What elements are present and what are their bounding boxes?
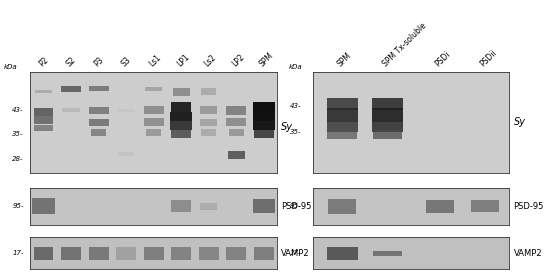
Bar (372, 108, 403, 122)
Text: PSDi: PSDi (434, 50, 453, 69)
Text: kDa: kDa (4, 64, 17, 70)
Bar (201, 88, 216, 95)
Bar (229, 129, 244, 136)
Text: S3: S3 (120, 55, 133, 69)
Bar (373, 251, 402, 256)
Bar (426, 200, 454, 213)
Text: 35-: 35- (12, 131, 24, 137)
Text: kDa: kDa (288, 64, 302, 70)
Bar (171, 247, 191, 259)
Bar (35, 91, 52, 93)
Text: PSD-95: PSD-95 (514, 202, 544, 211)
Bar (144, 106, 164, 114)
Bar (118, 108, 135, 112)
Bar (34, 116, 53, 124)
Bar (226, 247, 246, 259)
Bar (116, 247, 136, 259)
Text: 17-: 17- (289, 250, 301, 256)
Bar (226, 118, 246, 126)
Text: SPM Tx-soluble: SPM Tx-soluble (381, 22, 428, 69)
Bar (61, 247, 81, 259)
Bar (144, 247, 164, 259)
Bar (472, 200, 499, 213)
Bar (372, 98, 403, 110)
Bar (200, 106, 218, 114)
Bar (201, 129, 216, 136)
Bar (170, 121, 193, 130)
Text: S2: S2 (65, 56, 78, 69)
Bar (33, 198, 54, 214)
Text: P3: P3 (92, 56, 106, 69)
Bar (199, 247, 219, 259)
Bar (145, 87, 162, 91)
Bar (89, 119, 108, 126)
Text: PSD-95: PSD-95 (281, 202, 312, 211)
Bar (89, 107, 108, 113)
Text: SPM: SPM (336, 51, 354, 69)
Bar (200, 119, 218, 126)
Text: 28-: 28- (12, 156, 24, 162)
Bar (252, 199, 275, 213)
Text: PSDii: PSDii (479, 48, 499, 69)
Text: VAMP2: VAMP2 (514, 249, 542, 258)
Bar (172, 88, 190, 96)
Text: 17-: 17- (12, 250, 24, 256)
Text: VAMP2: VAMP2 (281, 249, 310, 258)
Bar (146, 129, 161, 136)
Bar (326, 108, 358, 122)
Bar (254, 247, 274, 259)
Bar (372, 118, 403, 132)
Bar (171, 102, 191, 112)
Bar (252, 102, 275, 112)
Bar (226, 105, 246, 115)
Bar (144, 118, 164, 126)
Bar (326, 98, 358, 110)
Text: Sy: Sy (281, 122, 293, 132)
Bar (34, 247, 53, 259)
Text: Ls2: Ls2 (202, 53, 218, 69)
Bar (252, 121, 275, 130)
Bar (171, 200, 191, 212)
Text: Sy: Sy (514, 117, 526, 127)
Bar (61, 86, 81, 92)
Bar (63, 108, 80, 112)
Bar (373, 129, 402, 139)
Bar (329, 199, 356, 214)
Bar (34, 108, 53, 116)
Bar (327, 129, 357, 139)
Bar (89, 247, 108, 259)
Text: Ls1: Ls1 (147, 53, 163, 69)
Bar (326, 246, 358, 260)
Bar (171, 130, 191, 138)
Text: P2: P2 (37, 56, 50, 69)
Bar (91, 129, 106, 136)
Bar (254, 130, 274, 138)
Bar (119, 152, 134, 156)
Text: 43-: 43- (12, 107, 24, 113)
Text: 43-: 43- (289, 103, 301, 109)
Text: 95-: 95- (289, 203, 301, 209)
Bar (170, 112, 193, 121)
Text: 35-: 35- (289, 129, 301, 135)
Bar (326, 118, 358, 132)
Bar (89, 86, 108, 91)
Text: SPM: SPM (257, 51, 275, 69)
Text: LP1: LP1 (175, 53, 191, 69)
Bar (200, 203, 218, 210)
Text: LP2: LP2 (230, 53, 246, 69)
Bar (227, 151, 245, 160)
Bar (34, 125, 53, 131)
Bar (252, 112, 275, 121)
Text: 95-: 95- (12, 203, 24, 209)
